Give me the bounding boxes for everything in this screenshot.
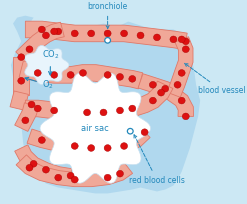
Circle shape [38, 137, 45, 143]
Circle shape [34, 70, 41, 76]
Circle shape [55, 174, 62, 181]
Circle shape [51, 28, 58, 35]
Circle shape [26, 164, 33, 171]
Polygon shape [14, 57, 29, 95]
Circle shape [104, 30, 111, 37]
Polygon shape [167, 37, 193, 97]
Circle shape [67, 72, 74, 78]
Circle shape [149, 97, 156, 104]
Circle shape [127, 129, 133, 134]
Circle shape [129, 105, 136, 112]
Circle shape [141, 129, 148, 135]
Circle shape [71, 176, 78, 183]
Circle shape [117, 107, 124, 114]
Circle shape [42, 32, 49, 39]
Polygon shape [138, 74, 194, 116]
Text: bronchiole: bronchiole [87, 2, 128, 29]
Polygon shape [27, 127, 150, 155]
Circle shape [30, 160, 37, 167]
Circle shape [80, 70, 86, 76]
Circle shape [71, 30, 78, 37]
Circle shape [42, 166, 49, 173]
Circle shape [153, 34, 161, 41]
Circle shape [71, 143, 78, 149]
Polygon shape [15, 103, 39, 131]
Circle shape [38, 26, 45, 33]
Circle shape [22, 117, 29, 124]
Circle shape [18, 54, 25, 60]
Polygon shape [16, 155, 133, 187]
Polygon shape [19, 61, 143, 89]
Circle shape [105, 38, 110, 43]
Polygon shape [25, 81, 173, 121]
Circle shape [121, 30, 128, 37]
Circle shape [51, 107, 58, 114]
Text: CO$_2$: CO$_2$ [42, 49, 60, 75]
Text: blood vessel: blood vessel [185, 63, 246, 95]
Circle shape [83, 109, 91, 116]
Circle shape [34, 105, 41, 112]
Circle shape [182, 38, 189, 45]
Circle shape [178, 70, 185, 76]
Circle shape [104, 174, 111, 181]
Circle shape [178, 36, 185, 43]
Text: air sac: air sac [82, 124, 109, 133]
Circle shape [28, 101, 35, 108]
Circle shape [129, 75, 136, 82]
Circle shape [162, 85, 169, 92]
Polygon shape [25, 45, 69, 84]
Circle shape [55, 28, 62, 35]
Circle shape [18, 78, 25, 84]
Polygon shape [40, 73, 151, 183]
Circle shape [88, 30, 95, 37]
Circle shape [170, 36, 177, 43]
Circle shape [182, 46, 189, 53]
Circle shape [51, 72, 58, 78]
Circle shape [158, 89, 165, 96]
Circle shape [117, 170, 124, 177]
Circle shape [174, 81, 181, 88]
Circle shape [149, 81, 156, 88]
Circle shape [117, 73, 124, 80]
Circle shape [26, 46, 33, 53]
Circle shape [104, 145, 111, 151]
Circle shape [88, 145, 95, 151]
Circle shape [67, 172, 74, 179]
Polygon shape [16, 22, 64, 62]
Polygon shape [10, 91, 28, 110]
Polygon shape [25, 21, 187, 50]
Text: O$_2$: O$_2$ [25, 77, 54, 91]
Circle shape [100, 109, 107, 116]
Circle shape [182, 113, 189, 120]
Circle shape [178, 97, 185, 104]
Circle shape [137, 32, 144, 39]
Polygon shape [11, 16, 200, 193]
Text: red blood cells: red blood cells [129, 135, 185, 185]
Circle shape [121, 143, 128, 149]
Circle shape [104, 72, 111, 78]
Polygon shape [15, 145, 72, 183]
